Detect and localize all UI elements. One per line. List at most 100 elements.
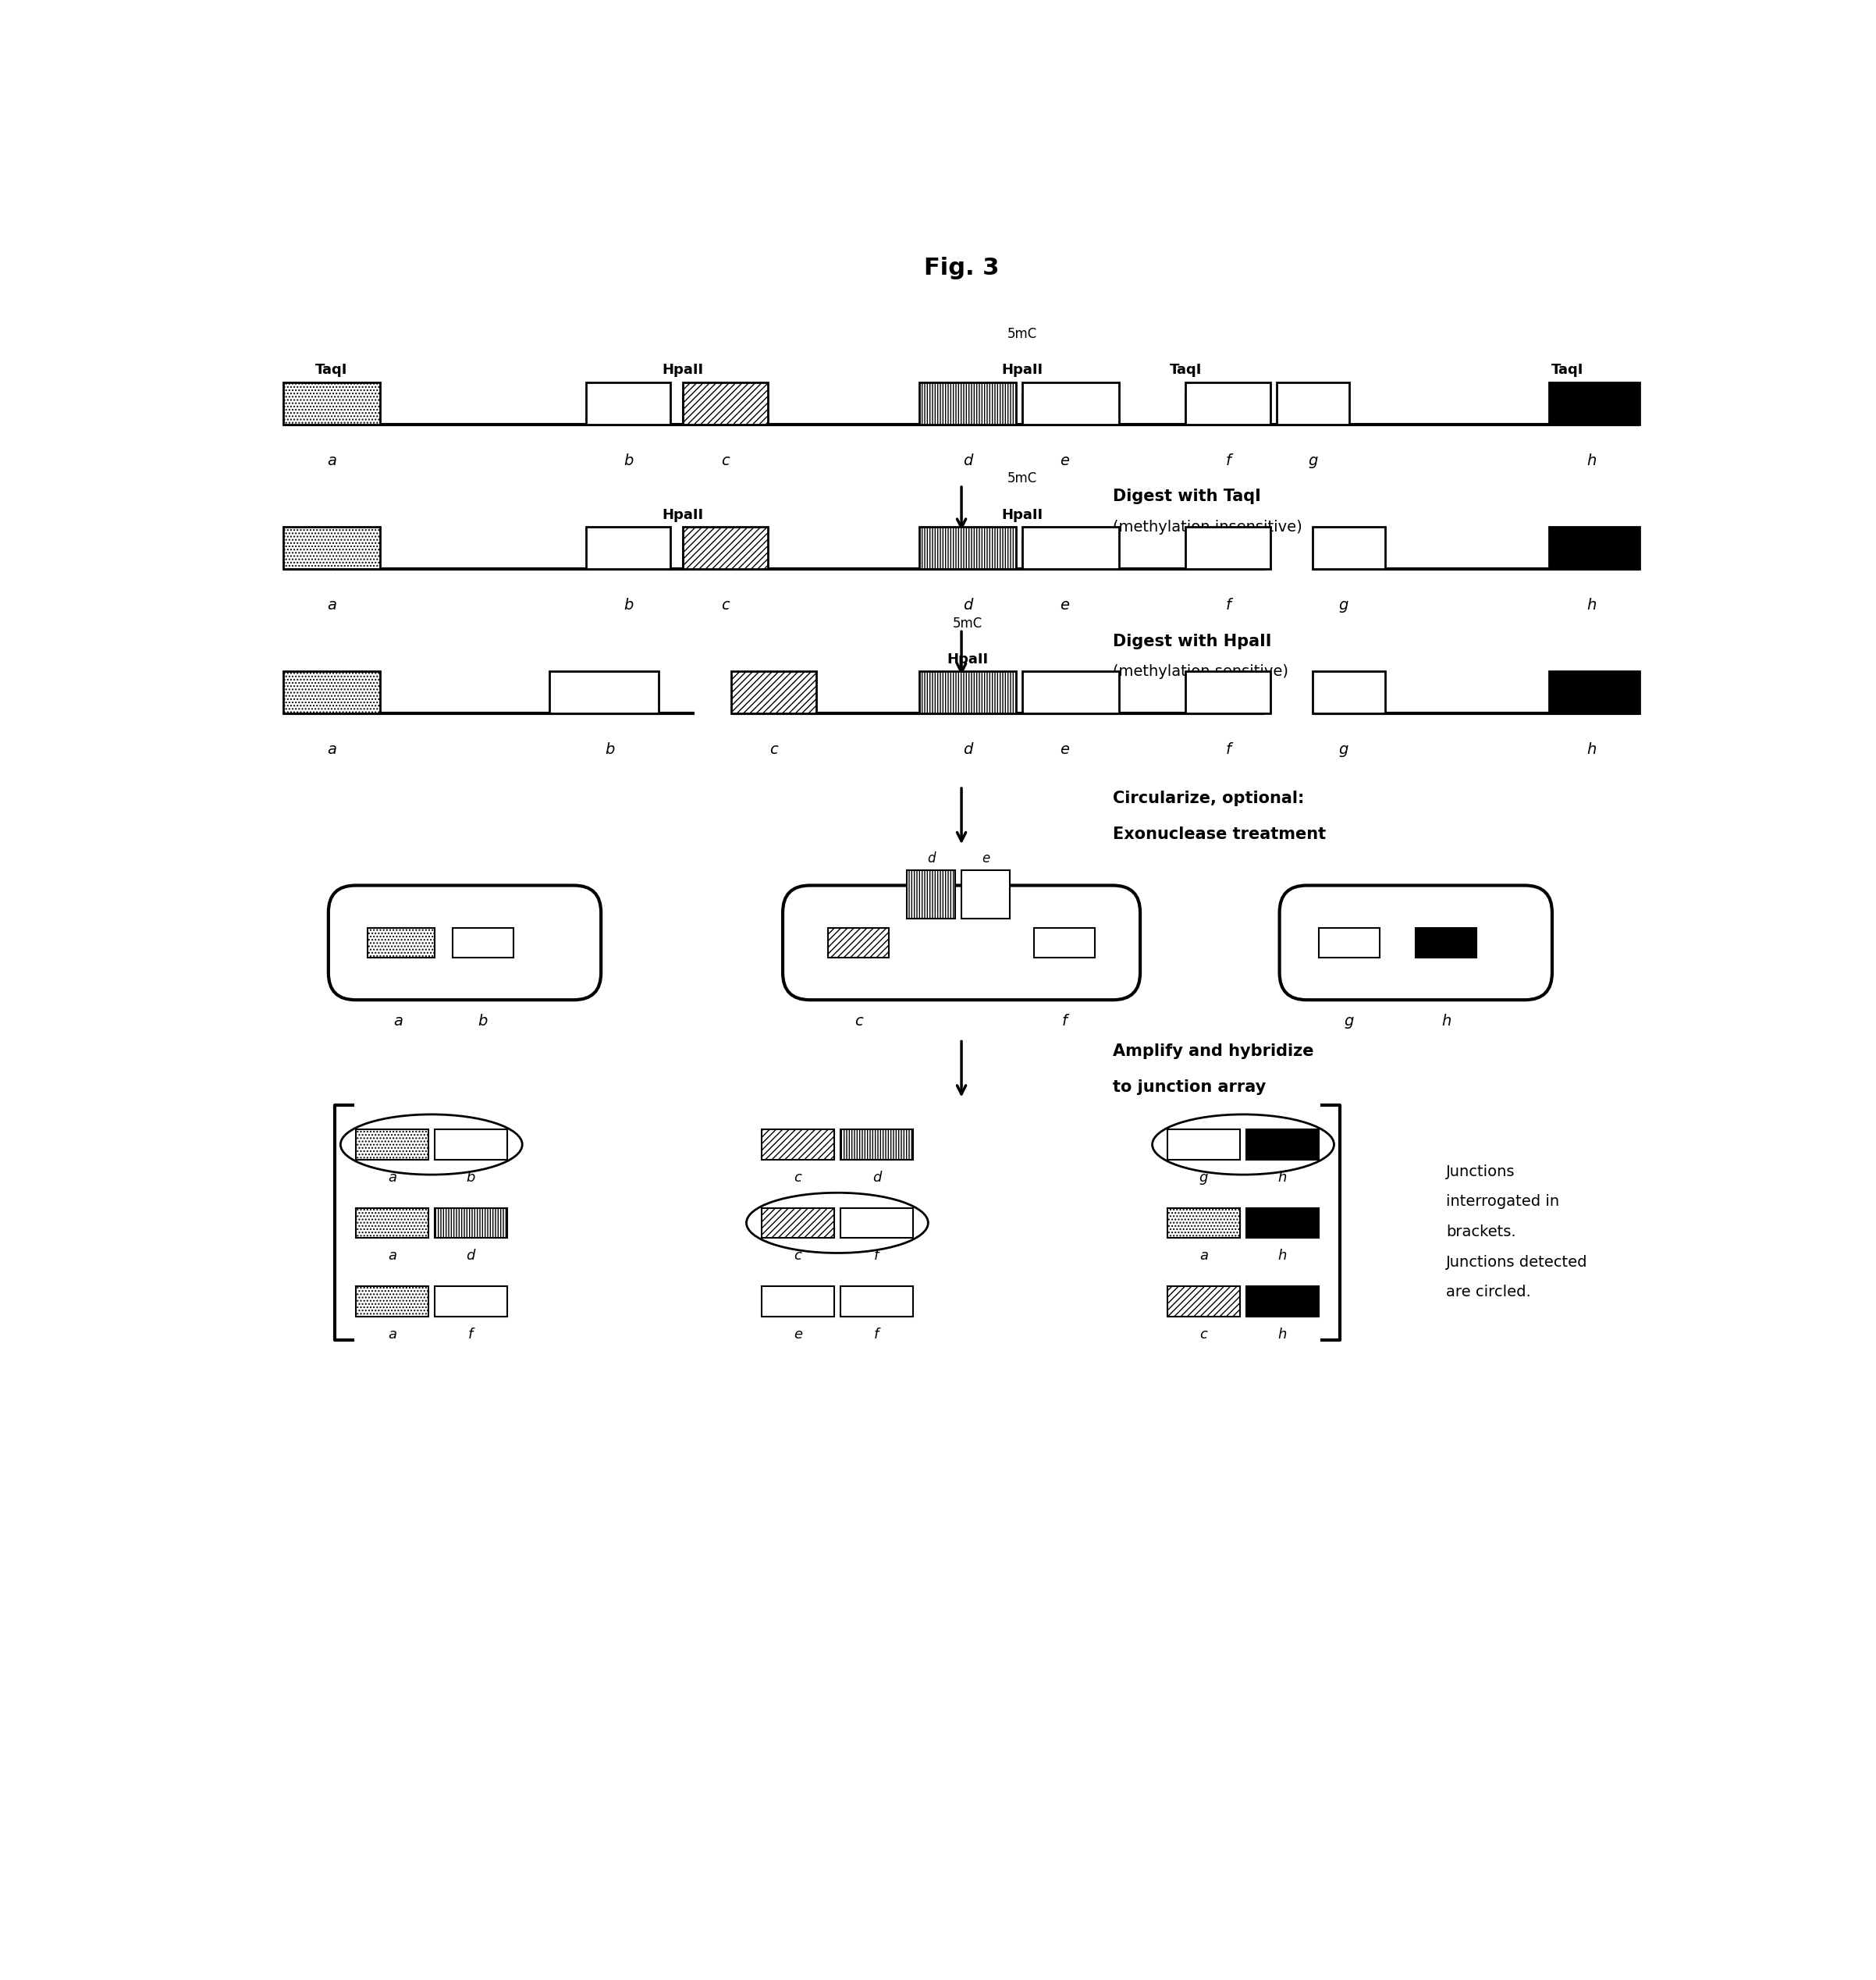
- Bar: [1034, 927, 1096, 958]
- Text: g: g: [1338, 742, 1349, 756]
- Text: a: a: [326, 598, 336, 612]
- Text: c: c: [720, 453, 730, 467]
- Bar: [1313, 671, 1386, 713]
- Text: g: g: [1199, 1170, 1208, 1184]
- Text: Amplify and hybridize: Amplify and hybridize: [1112, 1043, 1313, 1059]
- Text: h: h: [1278, 1249, 1287, 1263]
- Bar: [435, 1129, 507, 1160]
- Text: are circled.: are circled.: [1446, 1285, 1531, 1299]
- Bar: [840, 1287, 914, 1317]
- Text: HpaII: HpaII: [662, 362, 704, 378]
- Text: to junction array: to junction array: [1112, 1079, 1266, 1095]
- Text: f: f: [1225, 453, 1231, 467]
- Text: Digest with HpaII: Digest with HpaII: [1112, 634, 1272, 649]
- Text: Digest with TaqI: Digest with TaqI: [1112, 489, 1261, 505]
- Bar: [683, 382, 767, 424]
- Text: 5mC: 5mC: [953, 616, 983, 630]
- Bar: [1313, 527, 1386, 568]
- Text: d: d: [927, 851, 936, 865]
- Bar: [732, 671, 816, 713]
- Bar: [1246, 1129, 1319, 1160]
- Bar: [356, 1208, 428, 1238]
- Bar: [1022, 671, 1118, 713]
- Text: f: f: [469, 1327, 473, 1340]
- Bar: [1276, 382, 1349, 424]
- Bar: [356, 1129, 428, 1160]
- Text: c: c: [1201, 1327, 1208, 1340]
- Text: c: c: [794, 1249, 801, 1263]
- Text: f: f: [1062, 1014, 1067, 1028]
- Text: HpaII: HpaII: [662, 507, 704, 523]
- Text: a: a: [388, 1249, 396, 1263]
- Bar: [762, 1129, 835, 1160]
- Text: TaqI: TaqI: [1169, 362, 1203, 378]
- Bar: [919, 671, 1017, 713]
- Bar: [919, 527, 1017, 568]
- Text: 5mC: 5mC: [1007, 327, 1037, 341]
- Bar: [840, 1129, 914, 1160]
- Text: f: f: [874, 1249, 880, 1263]
- Bar: [919, 382, 1017, 424]
- Bar: [283, 671, 379, 713]
- Text: c: c: [720, 598, 730, 612]
- Text: a: a: [326, 453, 336, 467]
- Text: a: a: [388, 1170, 396, 1184]
- Text: Fig. 3: Fig. 3: [923, 257, 1000, 279]
- Bar: [1550, 527, 1640, 568]
- Text: interrogated in: interrogated in: [1446, 1194, 1559, 1210]
- Text: (methylation sensitive): (methylation sensitive): [1112, 663, 1289, 679]
- Bar: [585, 527, 672, 568]
- Bar: [585, 382, 672, 424]
- Bar: [452, 927, 514, 958]
- Bar: [1246, 1287, 1319, 1317]
- Bar: [906, 871, 955, 919]
- Text: b: b: [623, 453, 632, 467]
- Text: h: h: [1587, 742, 1596, 756]
- Text: f: f: [1225, 742, 1231, 756]
- Text: Junctions detected: Junctions detected: [1446, 1255, 1587, 1269]
- Text: e: e: [1060, 742, 1069, 756]
- Bar: [683, 527, 767, 568]
- Text: f: f: [1225, 598, 1231, 612]
- Bar: [1319, 927, 1379, 958]
- Text: Junctions: Junctions: [1446, 1164, 1516, 1178]
- Text: f: f: [874, 1327, 880, 1340]
- Text: h: h: [1587, 453, 1596, 467]
- Text: Circularize, optional:: Circularize, optional:: [1112, 790, 1304, 806]
- Text: a: a: [394, 1014, 403, 1028]
- Bar: [1416, 927, 1476, 958]
- Text: a: a: [326, 742, 336, 756]
- Bar: [550, 671, 658, 713]
- Text: c: c: [854, 1014, 863, 1028]
- FancyBboxPatch shape: [782, 885, 1141, 1000]
- Bar: [1022, 527, 1118, 568]
- Text: b: b: [606, 742, 615, 756]
- Text: e: e: [1060, 453, 1069, 467]
- Bar: [435, 1208, 507, 1238]
- Text: (methylation insensitive): (methylation insensitive): [1112, 519, 1302, 535]
- Text: HpaII: HpaII: [1002, 362, 1043, 378]
- Text: b: b: [478, 1014, 488, 1028]
- Bar: [1022, 382, 1118, 424]
- Text: h: h: [1587, 598, 1596, 612]
- Bar: [1550, 382, 1640, 424]
- Bar: [840, 1208, 914, 1238]
- Bar: [1246, 1208, 1319, 1238]
- Text: b: b: [623, 598, 632, 612]
- Bar: [435, 1287, 507, 1317]
- Text: g: g: [1338, 598, 1349, 612]
- Text: h: h: [1278, 1170, 1287, 1184]
- Bar: [283, 527, 379, 568]
- Text: a: a: [1199, 1249, 1208, 1263]
- Text: d: d: [962, 598, 972, 612]
- Bar: [1550, 671, 1640, 713]
- Text: 5mC: 5mC: [1007, 471, 1037, 485]
- Bar: [356, 1287, 428, 1317]
- Text: HpaII: HpaII: [947, 651, 989, 667]
- Bar: [762, 1287, 835, 1317]
- Bar: [1167, 1129, 1240, 1160]
- Text: h: h: [1278, 1327, 1287, 1340]
- Bar: [1186, 527, 1270, 568]
- Bar: [1186, 671, 1270, 713]
- Bar: [961, 871, 1009, 919]
